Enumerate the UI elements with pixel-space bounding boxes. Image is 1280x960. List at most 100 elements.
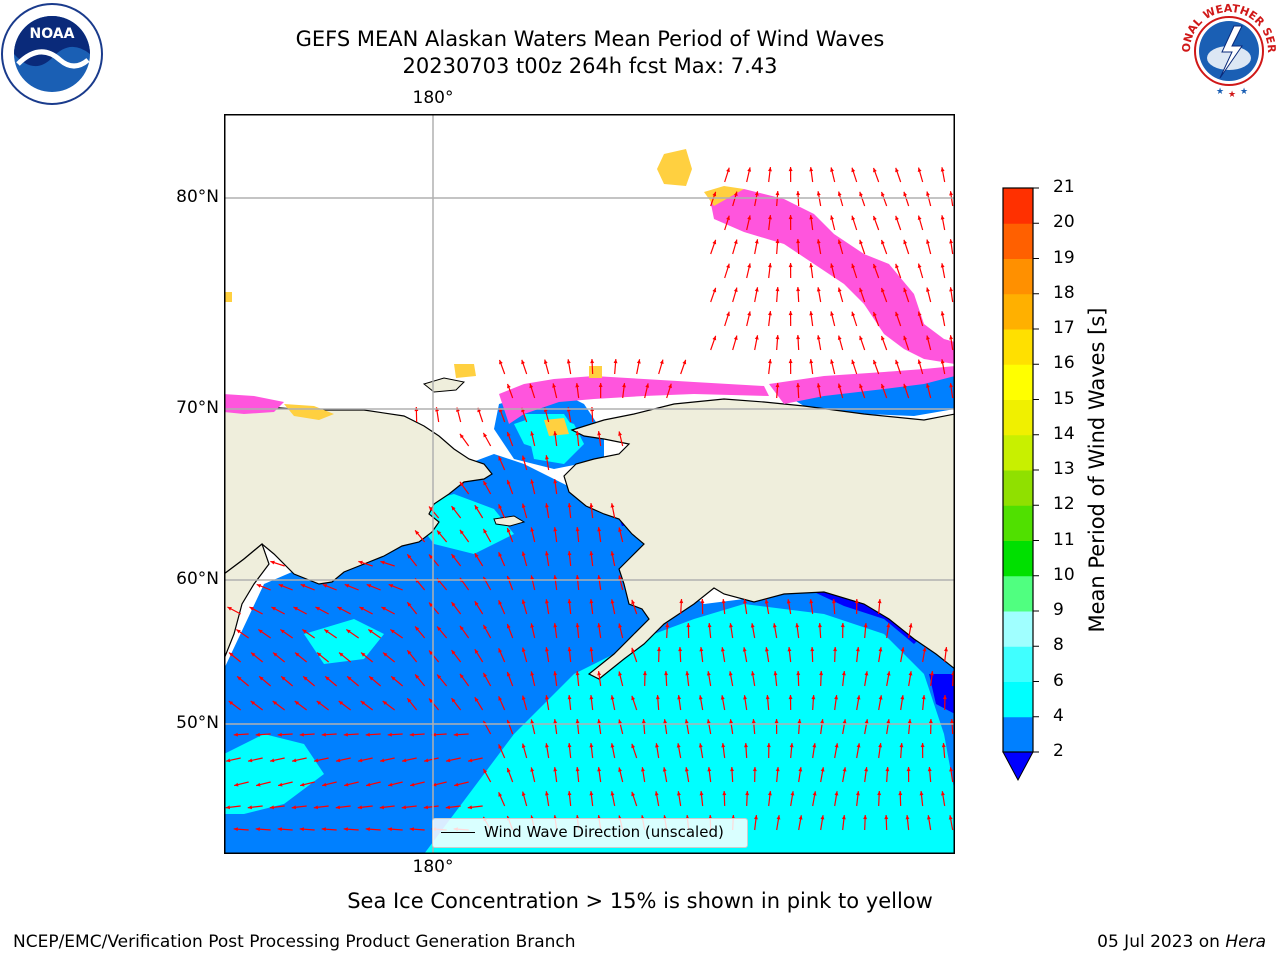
wind-wave-arrowhead	[685, 671, 690, 676]
wind-wave-arrowhead	[917, 311, 922, 317]
wind-wave-arrowhead	[250, 700, 256, 705]
wind-wave-arrowhead	[530, 623, 535, 628]
wind-wave-arrowhead	[622, 383, 626, 388]
wind-wave-arrowhead	[407, 650, 412, 655]
wind-wave-arrowhead	[859, 383, 863, 389]
wind-wave-arrowhead	[698, 695, 703, 700]
wind-wave-arrowhead	[820, 719, 825, 724]
wind-wave-arrowhead	[841, 671, 846, 676]
wind-wave-arrowhead	[854, 599, 859, 604]
wind-wave-arrowhead	[919, 791, 924, 796]
wind-wave-arrowhead	[459, 481, 464, 487]
wind-wave-arrowhead	[589, 647, 594, 652]
wind-wave-arrowhead	[903, 335, 908, 341]
svg-text:★: ★	[1228, 90, 1236, 100]
wind-wave-arrowhead	[498, 456, 503, 461]
wind-wave-arrowhead	[498, 696, 503, 701]
wind-wave-arrowhead	[678, 647, 683, 652]
lon-label-bottom-180: 180°	[412, 857, 454, 877]
wind-wave-arrowhead	[788, 263, 793, 268]
wind-wave-arrowhead	[249, 606, 254, 611]
wind-wave-arrowhead	[300, 584, 306, 588]
wind-wave-arrowhead	[437, 626, 442, 631]
wind-wave-arrowhead	[837, 383, 842, 388]
wind-wave-arrowhead	[227, 606, 232, 611]
wind-wave-arrowhead	[324, 629, 329, 634]
wind-wave-arrowhead	[228, 700, 234, 705]
wind-wave-arrowhead	[483, 432, 488, 438]
wind-wave-arrowhead	[810, 647, 815, 652]
colorbar-tick-label: 16	[1053, 353, 1075, 374]
wind-wave-arrowhead	[698, 743, 703, 748]
svg-text:★: ★	[1216, 87, 1224, 97]
wind-wave-arrowhead	[851, 167, 856, 173]
wind-wave-arrowhead	[270, 560, 275, 565]
wind-wave-arrowhead	[873, 215, 877, 221]
wind-wave-arrowhead	[886, 623, 891, 628]
wind-wave-arrowhead	[859, 191, 863, 197]
wind-wave-arrowhead	[820, 767, 825, 772]
wind-wave-arrowhead	[775, 767, 780, 772]
wind-wave-arrowhead	[908, 671, 913, 676]
wind-wave-arrowhead	[707, 623, 712, 628]
wind-wave-arrowhead	[567, 599, 572, 604]
wind-wave-arrowhead	[521, 455, 526, 460]
lat-label-50n: 50°N	[176, 713, 219, 733]
wind-wave-arrowhead	[859, 335, 863, 341]
wind-wave-arrowhead	[498, 792, 503, 797]
wind-wave-arrowhead	[567, 791, 572, 796]
wind-wave-arrowhead	[768, 167, 772, 172]
wind-wave-arrowhead	[928, 719, 933, 724]
wind-wave-arrowhead	[361, 652, 366, 657]
wind-wave-arrowhead	[553, 479, 558, 484]
wind-wave-arrowhead	[745, 791, 750, 796]
wind-wave-arrowhead	[796, 287, 801, 292]
wind-wave-arrowhead	[788, 311, 793, 316]
wind-wave-arrowhead	[530, 767, 535, 772]
wind-wave-arrowhead	[949, 239, 954, 244]
wind-wave-arrowhead	[878, 743, 883, 748]
wind-wave-arrowhead	[809, 263, 814, 268]
wind-wave-arrowhead	[429, 650, 434, 655]
wind-wave-arrowhead	[407, 698, 412, 703]
wind-wave-arrowhead	[454, 782, 459, 787]
wind-wave-arrowhead	[744, 743, 748, 748]
wind-wave-arrowhead	[863, 623, 868, 628]
wind-wave-arrowhead	[834, 791, 839, 796]
wind-wave-arrowhead	[877, 599, 882, 604]
wind-wave-arrowhead	[291, 805, 297, 810]
wind-wave-arrowhead	[856, 743, 861, 748]
wind-wave-arrowhead	[424, 758, 429, 763]
wind-wave-arrowhead	[768, 215, 772, 220]
sea-ice-fragment	[657, 149, 692, 186]
lat-label-70n: 70°N	[176, 398, 219, 418]
wind-wave-arrowhead	[855, 647, 860, 652]
wind-wave-arrowhead	[597, 767, 602, 772]
wind-wave-arrowhead	[259, 676, 264, 681]
wind-wave-arrowhead	[886, 719, 891, 724]
wind-wave-arrowhead	[812, 791, 817, 796]
wind-wave-arrowhead	[234, 782, 239, 787]
wind-wave-arrowhead	[775, 383, 780, 388]
wind-wave-arrowhead	[900, 647, 905, 652]
chart-title-line2: 20230703 t00z 264h fcst Max: 7.43	[402, 54, 778, 78]
wind-wave-arrowhead	[544, 503, 549, 508]
sea-ice-beaufort	[769, 366, 954, 404]
wind-wave-arrowhead	[610, 599, 615, 604]
wind-wave-arrowhead	[917, 359, 922, 365]
wind-wave-arrowhead	[764, 647, 769, 652]
wind-wave-arrowhead	[337, 606, 342, 611]
wind-wave-arrowhead	[618, 431, 622, 436]
wind-wave-arrowhead	[940, 167, 945, 172]
wind-wave-arrowhead	[277, 827, 282, 832]
wind-wave-arrowhead	[597, 431, 602, 436]
wind-wave-arrowhead	[590, 359, 595, 364]
wind-wave-arrowhead	[498, 648, 503, 653]
wind-wave-arrowhead	[387, 732, 392, 737]
wind-wave-arrowhead	[529, 383, 534, 389]
wind-wave-arrowhead	[885, 767, 890, 772]
wind-wave-arrowhead	[387, 827, 392, 832]
wind-wave-arrowhead	[431, 732, 436, 737]
sea-ice-small-c	[225, 292, 232, 302]
wind-wave-arrows	[225, 166, 954, 832]
